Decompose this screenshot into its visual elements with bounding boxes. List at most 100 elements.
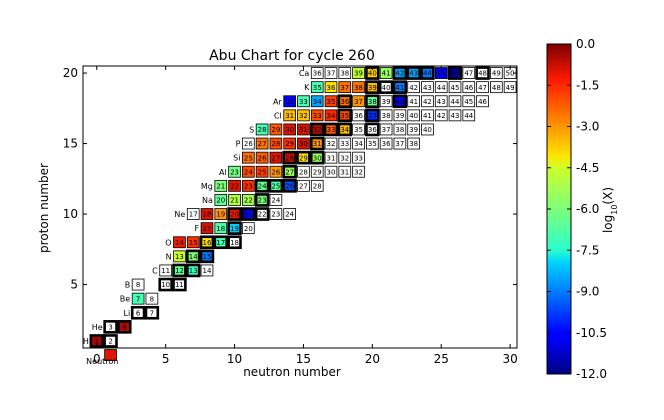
cell-square [352,123,365,136]
nuclide-cell: 7 [131,292,145,305]
nuclide-cell: 48 [490,81,503,94]
mass-number-label: 38 [395,126,404,134]
nuclide-cell: 38 [352,81,365,94]
cell-square [186,236,200,249]
nuclide-cell: 23 [228,165,241,178]
element-symbol: N [166,252,172,261]
cell-square [379,67,393,79]
nuclide-cell: 10 [158,277,173,292]
nuclide-cell: 45 [462,95,476,108]
cell-square [282,179,297,193]
nuclide-cell: 31 [297,123,310,136]
nuclide-cell: 14 [185,249,201,264]
mass-number-label: 24 [244,168,253,176]
element-symbol: Cl [274,111,282,120]
nuclide-cell: 45 [448,81,462,94]
nuclide-cell: 28 [297,165,310,178]
mass-number-label: 15 [189,239,198,247]
cell-square [365,80,380,94]
cell-square [378,80,394,94]
nuclide-cell: 49 [490,67,503,79]
nuclide-cell: 23 [242,179,255,192]
cell-square [242,179,255,192]
cell-square [462,67,476,79]
nuclide-cell: 36 [324,81,338,94]
nuclide-cell: 23 [269,208,283,220]
mass-number-label: 32 [313,126,322,134]
cell-square [283,123,296,136]
nuclide-cell: 42 [392,66,408,80]
cell-square [309,122,325,137]
cell-square [338,151,352,164]
y-axis-label: proton number [37,163,51,253]
nuclide-cell: 37 [379,123,393,136]
mass-number-label: 43 [437,98,446,106]
mass-number-label: 42 [409,84,418,92]
mass-number-label: 17 [203,225,212,233]
nuclide-cell: 36 [352,109,365,122]
cell-square [421,109,434,122]
nuclide-cell: 40 [421,123,434,136]
nuclide-cell: 44 [434,81,448,94]
cell-square [214,194,228,206]
mass-number-label: 3 [108,323,112,331]
mass-number-label: 7 [136,295,140,303]
mass-number-label: 33 [327,126,336,134]
cell-square [131,278,145,291]
mass-number-label: 42 [423,98,432,106]
mass-number-label: 27 [258,140,267,148]
cell-square [173,250,186,263]
nuclide-cell: 19 [214,208,228,220]
nuclide-cell: 21 [214,179,228,192]
nuclide-cell: 33 [297,95,310,108]
mass-number-label: 35 [340,112,349,120]
x-tick-label: 10 [227,352,242,366]
cell-square [242,194,255,206]
nuclide-cell: 38 [407,137,420,150]
mass-number-label: 32 [285,98,294,106]
cell-square [254,207,270,221]
mass-number-label: 45 [451,84,460,92]
colorbar-tick-label: 0.0 [576,37,595,51]
mass-number-label: 33 [299,98,308,106]
cell-square [228,165,241,178]
mass-number-label: 38 [354,84,363,92]
nuclide-cell: 27 [282,164,297,179]
mass-number-label: 45 [464,98,473,106]
nuclide-cell: 24 [283,208,296,220]
nuclide-cell: 33 [323,122,339,137]
x-tick-label: 20 [365,352,380,366]
cell-square [365,122,380,137]
cell-square [242,137,255,150]
nuclide-cell: 19 [227,221,242,235]
cell-square [199,235,215,250]
mass-number-label: 24 [271,197,280,205]
colorbar-tick-label: -4.5 [576,161,599,175]
cell-square [282,150,297,165]
nuclide-cell: 14 [200,264,214,277]
nuclide-cell: 25 [268,179,284,193]
cell-square [338,67,352,79]
mass-number-label: 34 [354,140,363,148]
element-symbol: H [83,337,89,346]
cell-square [269,151,283,164]
cell-square [297,123,310,136]
mass-number-label: 50 [506,70,515,78]
colorbar-label: log10(X) [601,187,619,233]
cell-square [462,109,476,122]
mass-number-label: 20 [216,197,225,205]
mass-number-label: 18 [230,239,239,247]
mass-number-label: 38 [340,70,349,78]
mass-number-label: 44 [451,98,460,106]
element-labels: Neutron HHe Li Be B CNO F Ne Na Mg Al Si PS Cl Ar K Ca [83,69,310,366]
cell-square [310,165,324,178]
element-symbol: P [236,140,241,149]
mass-number-label: 21 [244,211,253,219]
mass-number-label: 38 [409,140,418,148]
mass-number-label: 33 [340,140,349,148]
cell-square [337,94,353,109]
cell-square [421,123,434,136]
cell-square [158,277,173,292]
cell-square [297,179,310,192]
nuclide-cell: 27 [269,151,283,164]
